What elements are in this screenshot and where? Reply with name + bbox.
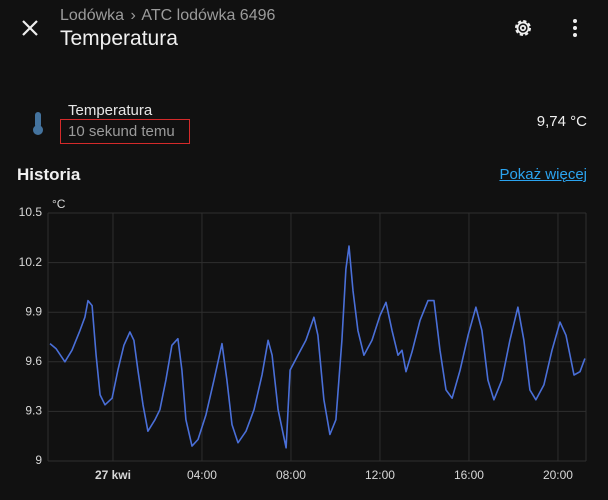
temperature-line — [49, 245, 586, 449]
highlight-box — [60, 119, 190, 144]
show-more-link[interactable]: Pokaż więcej — [499, 166, 587, 183]
breadcrumb-item: Lodówka — [60, 7, 125, 24]
x-tick-label: 12:00 — [365, 468, 395, 482]
menu-button[interactable] — [563, 16, 587, 40]
close-button[interactable] — [18, 16, 42, 40]
y-tick-label: 9.3 — [25, 404, 42, 418]
last-changed: 10 sekund temu — [68, 123, 175, 140]
entity-state: 9,74 °C — [536, 113, 587, 130]
entity-name: Temperatura — [68, 102, 153, 119]
x-tick-label: 20:00 — [543, 468, 573, 482]
history-title: Historia — [17, 165, 81, 184]
x-tick-label: 04:00 — [187, 468, 217, 482]
breadcrumb: Lodówka › ATC lodówka 6496 — [60, 7, 275, 25]
x-tick-label: 16:00 — [454, 468, 484, 482]
y-tick-label: 9.9 — [25, 304, 42, 318]
thermometer-icon — [33, 112, 43, 135]
y-axis-unit: °C — [52, 197, 66, 211]
breadcrumb-separator: › — [130, 7, 136, 24]
x-tick-label: 08:00 — [276, 468, 306, 482]
settings-button[interactable] — [511, 16, 535, 40]
y-tick-label: 10.5 — [19, 205, 43, 219]
y-tick-label: 10.2 — [19, 255, 43, 269]
dialog-title: Temperatura — [60, 27, 178, 50]
x-tick-label: 27 kwi — [95, 468, 131, 482]
y-tick-label: 9 — [35, 453, 42, 467]
y-tick-label: 9.6 — [25, 354, 42, 368]
breadcrumb-item: ATC lodówka 6496 — [141, 7, 276, 24]
history-chart: °C 9 9.3 9.6 9.9 10.2 10.5 27 kwi 04:00 08:00 12:… — [19, 197, 587, 482]
